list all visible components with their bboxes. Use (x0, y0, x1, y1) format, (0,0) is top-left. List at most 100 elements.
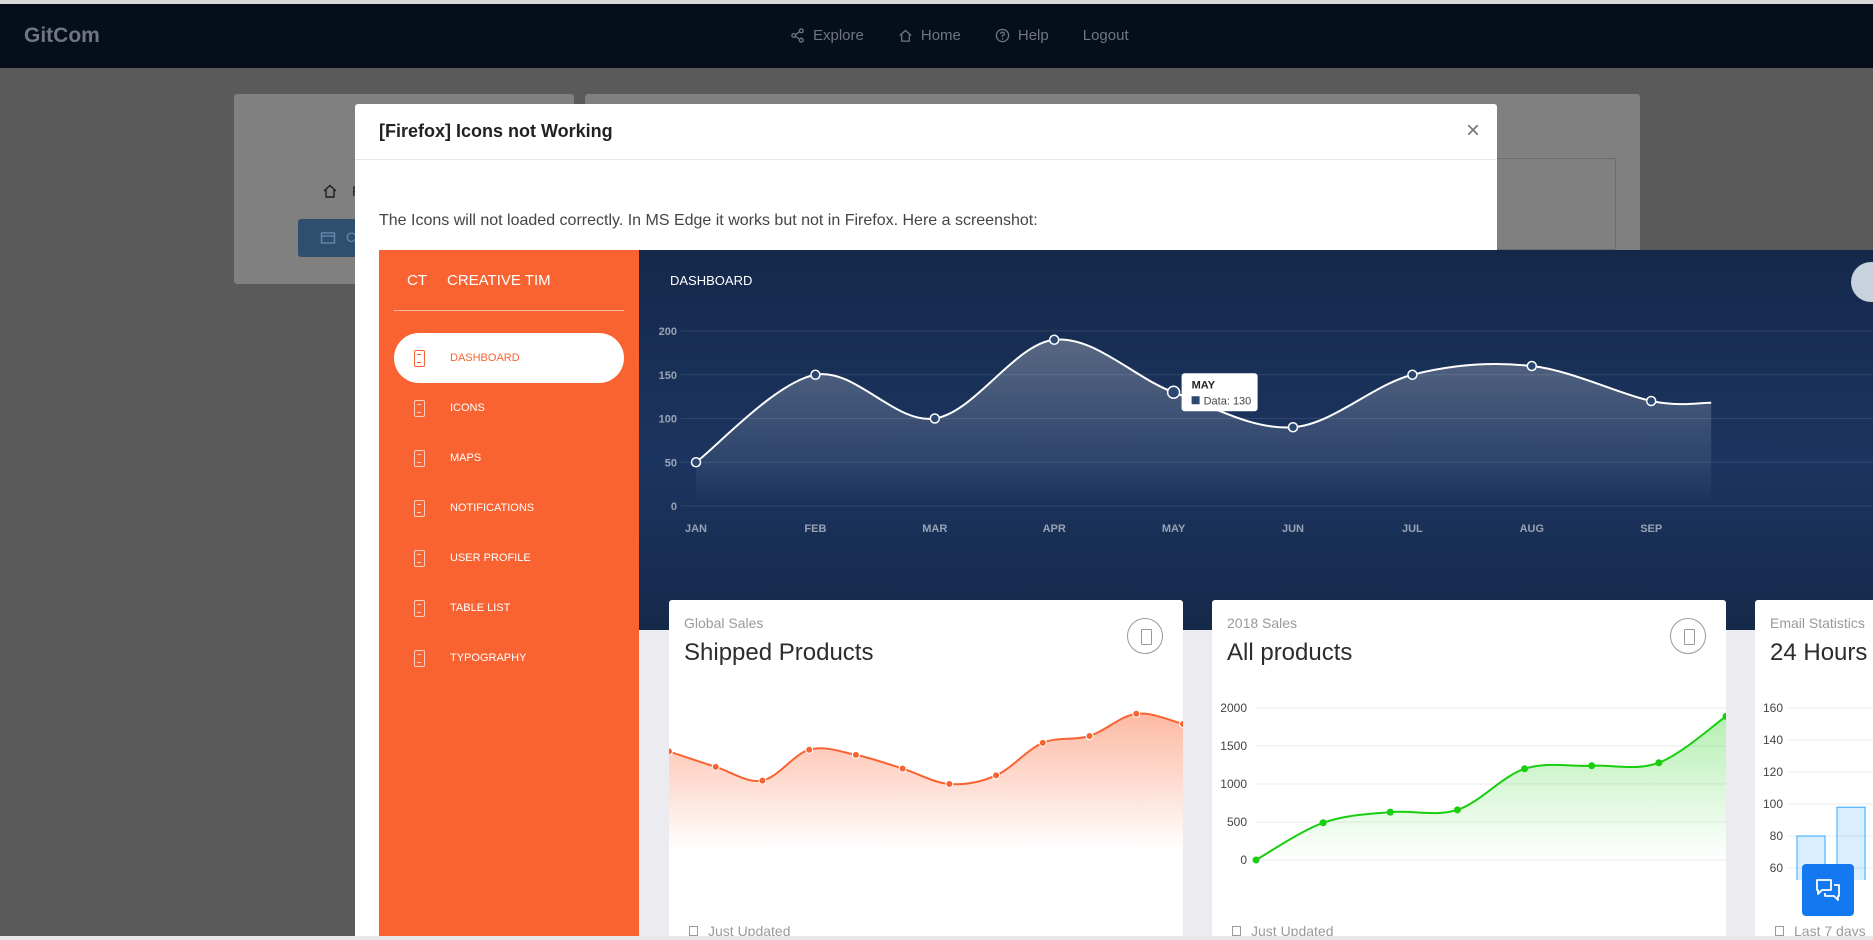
card-settings-icon[interactable] (1670, 618, 1706, 654)
ct-logo-divider (394, 310, 624, 311)
data-point (1645, 395, 1657, 407)
y-tick-label: 160 (1763, 701, 1783, 715)
y-tick-label: 80 (1770, 829, 1784, 843)
x-tick-label: JUN (1282, 523, 1304, 535)
card-category: Email Statistics (1770, 615, 1865, 631)
ct-logo: CT CREATIVE TIM (407, 272, 551, 289)
x-tick-label: JAN (685, 523, 707, 535)
chat-icon (1816, 879, 1840, 901)
data-point (810, 369, 821, 380)
close-icon[interactable]: × (1465, 117, 1480, 144)
tooltip-label: Data: 130 (1204, 395, 1252, 407)
card-email-statistics: Email Statistics 24 Hours 60 80 100 120 140 1… (1755, 600, 1873, 940)
nav-help[interactable]: Help (995, 27, 1049, 44)
card-footer: Just Updated (1232, 923, 1334, 939)
data-point (1588, 762, 1596, 770)
y-tick-label: 150 (659, 370, 677, 382)
nav-links: Explore Home Help Logout (790, 27, 1129, 44)
x-tick-label: FEB (804, 523, 826, 535)
nav-explore-label: Explore (813, 27, 864, 44)
ct-logo-mini: CT (407, 272, 427, 289)
x-tick-label: SEP (1640, 523, 1662, 535)
card-title: Shipped Products (684, 639, 874, 666)
top-navbar: GitCom Explore Home Help Logout (0, 4, 1873, 68)
ct-menu-label: MAPS (450, 452, 482, 464)
modal-title: [Firefox] Icons not Working (379, 121, 613, 141)
data-point (1048, 334, 1060, 345)
ct-menu-notifications: NOTIFICATIONS (394, 483, 624, 533)
area-fill (696, 339, 1712, 506)
broken-icon (414, 449, 425, 467)
data-point (1085, 732, 1094, 740)
card-footer-text: Just Updated (1251, 923, 1334, 939)
data-point (690, 457, 702, 468)
data-point (1655, 759, 1663, 767)
avatar (1851, 262, 1873, 302)
browser-bottom-strip (0, 936, 1873, 940)
card-title: 24 Hours (1770, 639, 1868, 666)
data-point (851, 750, 860, 759)
background-sidebar-item-active: C (298, 219, 358, 257)
data-point (1132, 709, 1141, 718)
card-shipped-products: Global Sales Shipped Products Just Updat… (669, 600, 1183, 940)
ct-menu-user-profile: USER PROFILE (394, 533, 624, 583)
card-category: Global Sales (684, 615, 764, 631)
data-point (1526, 360, 1538, 372)
tooltip-box (1181, 373, 1258, 412)
data-point (1453, 806, 1461, 814)
data-point (1166, 385, 1181, 399)
ct-menu-label: USER PROFILE (450, 552, 531, 564)
ct-menu-icons: ICONS (394, 383, 624, 433)
x-tick-label: MAR (922, 523, 947, 535)
area-fill (1256, 716, 1726, 860)
nav-explore[interactable]: Explore (790, 27, 864, 44)
data-point (1407, 369, 1418, 380)
tooltip-title: MAY (1192, 379, 1216, 391)
data-point (1521, 765, 1529, 773)
data-point (669, 747, 673, 756)
brand-logo[interactable]: GitCom (24, 24, 100, 47)
ct-menu-dashboard: DASHBOARD (394, 333, 624, 383)
y-tick-label: 50 (665, 457, 677, 469)
y-tick-label: 2000 (1220, 701, 1247, 715)
card-title: All products (1227, 639, 1353, 666)
chat-button[interactable] (1802, 864, 1854, 916)
help-circle-icon (995, 28, 1010, 43)
data-point (1319, 819, 1327, 827)
browser-top-strip (0, 0, 1873, 4)
background-sidebar-item-active-label: C (346, 229, 357, 245)
ct-sidebar: CT CREATIVE TIM DASHBOARD ICONS MAPS NOT… (379, 250, 639, 940)
card-footer: Just Updated (689, 923, 791, 939)
data-point (711, 762, 720, 771)
ct-menu-label: TABLE LIST (450, 602, 511, 614)
ct-dashboard-header: DASHBOARD 0 50 100 150 200 JAN FEB MAR APR MAY JUN… (639, 250, 1873, 630)
nav-logout[interactable]: Logout (1083, 27, 1129, 44)
ct-menu-label: ICONS (450, 402, 485, 414)
y-tick-label: 0 (1240, 853, 1247, 867)
nav-home[interactable]: Home (898, 27, 961, 44)
broken-icon (414, 349, 425, 367)
y-tick-label: 200 (659, 326, 677, 338)
shipped-products-chart (669, 709, 1183, 850)
y-tick-label: 60 (1770, 861, 1784, 875)
area-fill (669, 713, 1183, 850)
card-icon (320, 232, 336, 244)
ct-menu-label: NOTIFICATIONS (450, 502, 535, 514)
calendar-icon (1775, 926, 1784, 936)
y-tick-label: 100 (1763, 797, 1783, 811)
y-tick-label: 1000 (1220, 777, 1247, 791)
x-tick-label: AUG (1520, 523, 1544, 535)
ct-header-title: DASHBOARD (670, 273, 753, 288)
card-settings-icon[interactable] (1127, 618, 1163, 654)
broken-icon (414, 599, 425, 617)
ct-menu-table-list: TABLE LIST (394, 583, 624, 633)
data-point (805, 745, 814, 754)
data-point (1386, 808, 1394, 816)
ct-menu-label: DASHBOARD (450, 352, 520, 364)
home-icon (323, 184, 337, 198)
x-tick-label: MAY (1162, 523, 1186, 535)
share-icon (791, 28, 804, 43)
broken-icon (414, 499, 425, 517)
x-tick-label: JUL (1402, 523, 1423, 535)
y-tick-label: 500 (1227, 815, 1247, 829)
